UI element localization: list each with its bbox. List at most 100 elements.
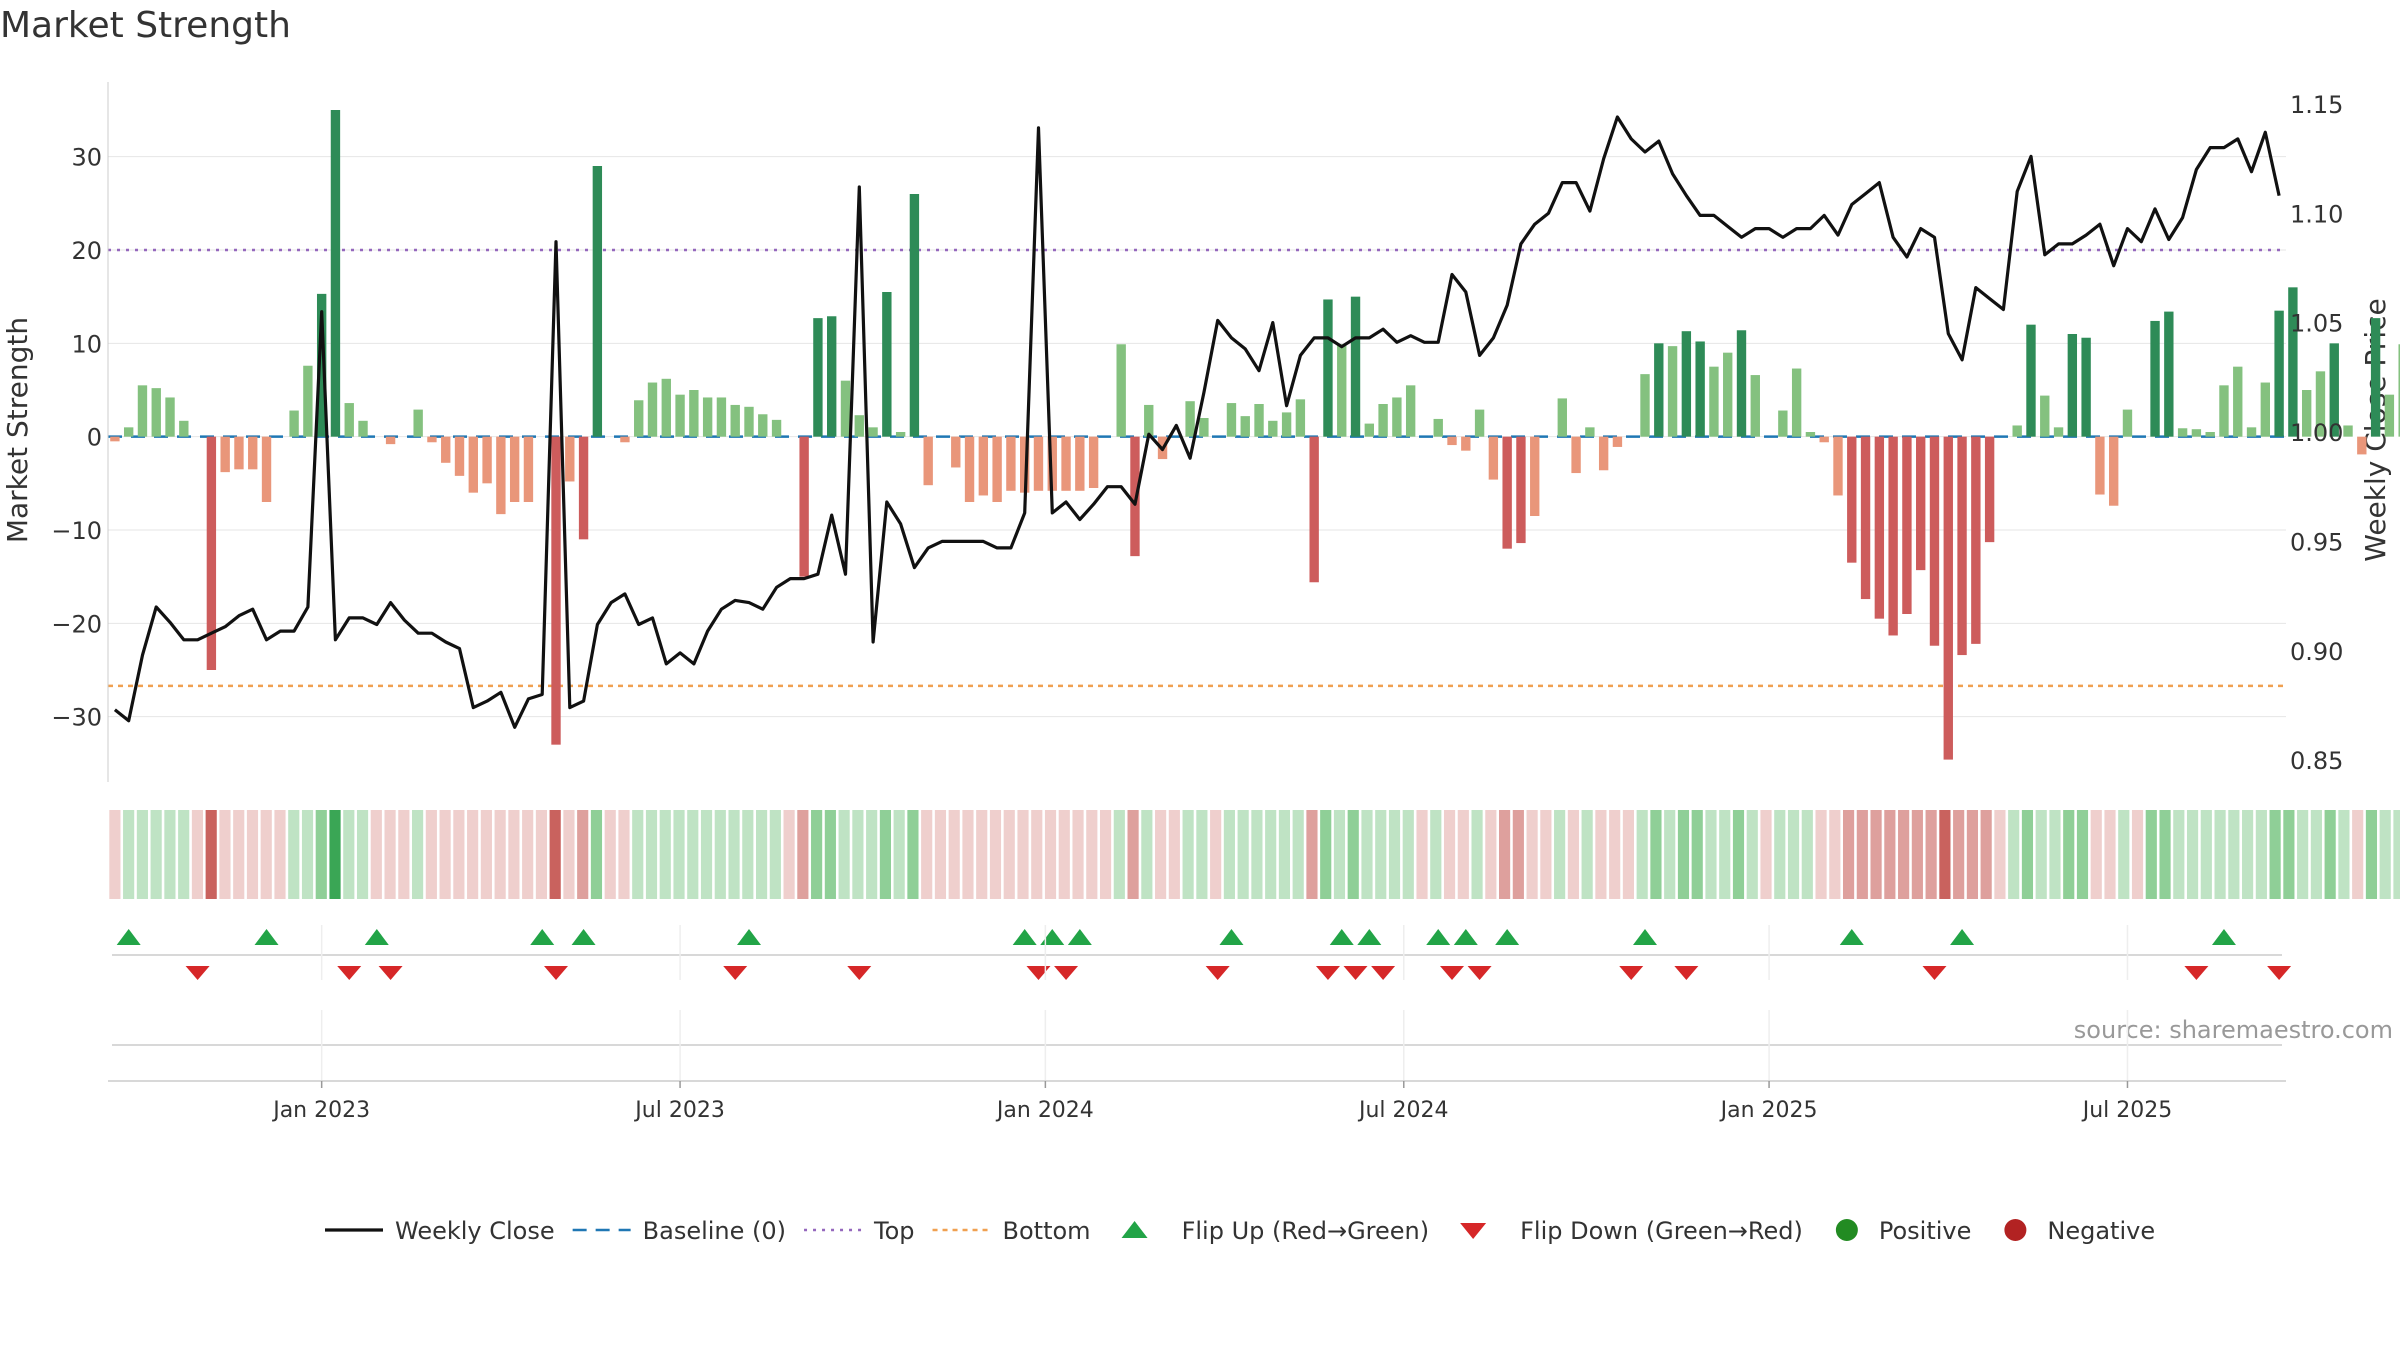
heat-cell	[453, 810, 465, 899]
strength-bar	[951, 436, 961, 468]
flip-down-marker	[1674, 966, 1699, 980]
heat-cell	[2393, 810, 2400, 899]
heat-cell	[1540, 810, 1552, 899]
strength-bar	[1695, 341, 1705, 437]
heat-cell	[948, 810, 960, 899]
strength-bar	[1723, 352, 1733, 437]
heat-cell	[522, 810, 534, 899]
strength-bar	[1254, 404, 1264, 437]
strength-bar	[179, 420, 189, 437]
heat-cell	[233, 810, 245, 899]
flip-down-marker	[378, 966, 403, 980]
flip-down-marker	[185, 966, 210, 980]
legend-label-baseline: Baseline (0)	[643, 1217, 786, 1245]
heat-cell	[1292, 810, 1304, 899]
legend-label-flip-down: Flip Down (Green→Red)	[1520, 1217, 1803, 1245]
heat-cell	[618, 810, 630, 899]
strength-bar	[661, 378, 671, 437]
strength-bar	[1281, 412, 1292, 437]
heat-cell	[1072, 810, 1084, 899]
strength-bar	[2233, 366, 2243, 437]
heat-cell	[687, 810, 699, 899]
heat-cell	[1031, 810, 1043, 899]
y-tick-label-left: 30	[71, 144, 102, 172]
heat-cell	[934, 810, 947, 899]
heat-cell	[1223, 810, 1235, 899]
heat-cell	[1760, 810, 1772, 899]
strength-bar	[992, 436, 1002, 502]
strength-bar	[1047, 436, 1057, 491]
heat-cell	[2008, 810, 2020, 899]
heat-cell	[811, 810, 823, 899]
strength-bar	[1750, 375, 1760, 437]
heat-cell	[1485, 810, 1497, 899]
strength-bar	[2164, 311, 2174, 437]
strength-bar	[1598, 436, 1609, 471]
y-tick-label-right: 1.15	[2290, 91, 2343, 119]
heat-cell	[1251, 810, 1263, 899]
heat-cell	[783, 810, 795, 899]
flip-down-marker	[1026, 966, 1051, 980]
strength-bar	[1888, 436, 1898, 636]
flip-up-marker	[1067, 929, 1092, 945]
strength-bar	[1612, 436, 1623, 447]
flip-up-marker	[254, 929, 279, 945]
heat-cell	[1443, 810, 1456, 899]
y-tick-label-right: 1.00	[2290, 419, 2343, 447]
price-line-layer	[113, 115, 2281, 729]
strength-bar	[137, 385, 148, 437]
strength-bar	[1585, 427, 1595, 437]
strength-bar	[330, 110, 341, 437]
heat-cell	[1581, 810, 1593, 899]
strength-bar	[1185, 401, 1195, 437]
strength-bar	[2384, 394, 2395, 437]
strength-bar	[1447, 436, 1457, 446]
strength-bar	[1392, 397, 1402, 437]
strength-bar	[882, 292, 892, 437]
y-tick-label-right: 1.10	[2290, 200, 2343, 228]
strength-bar	[151, 388, 161, 437]
strength-bar	[2205, 432, 2215, 437]
heat-cell	[2118, 810, 2130, 899]
flip-down-marker	[1205, 966, 1230, 980]
flip-up-marker	[116, 929, 141, 945]
legend-label-weekly-close: Weekly Close	[395, 1217, 555, 1245]
strength-bar	[344, 403, 354, 437]
heat-cell	[1554, 810, 1566, 899]
heat-cell	[921, 810, 933, 899]
heat-cell	[1994, 810, 2006, 899]
strength-bar	[854, 415, 864, 437]
strength-bar	[840, 380, 851, 437]
lower-panel: Jan 2023 Jul 2023 Jan 2024 Jul 2024 Jan 2025…	[108, 925, 2286, 1123]
legend-label-bottom: Bottom	[1003, 1217, 1091, 1245]
strength-heat-strip	[109, 810, 2400, 899]
strength-bar	[1874, 436, 1885, 619]
heat-cell	[1595, 810, 1607, 899]
heat-cell	[1512, 810, 1524, 899]
heat-cell	[1471, 810, 1483, 899]
flip-down-marker	[1054, 966, 1079, 980]
heat-cell	[1622, 810, 1635, 899]
flip-up-marker	[1633, 929, 1658, 945]
heat-cell	[508, 810, 520, 899]
strength-bar	[303, 365, 313, 437]
strength-bar	[1929, 436, 1940, 646]
strength-bar	[2095, 436, 2105, 495]
axes-layer: 30 20 10 0 −10 −20 −30 1.15 1.10 1.05 1.00 0.95 0.90…	[51, 82, 2343, 782]
flip-markers	[112, 929, 2292, 980]
strength-bar	[413, 409, 423, 437]
strength-bar	[2012, 425, 2022, 437]
heat-cell	[1333, 810, 1346, 899]
heat-cell	[535, 810, 548, 899]
heat-cell	[2338, 810, 2350, 899]
strength-bar	[730, 404, 740, 437]
heat-cell	[1691, 810, 1703, 899]
heat-cell	[1017, 810, 1029, 899]
heat-cell	[2200, 810, 2212, 899]
heat-cell	[412, 810, 424, 899]
heat-cell	[1402, 810, 1414, 899]
flip-down-marker	[2184, 966, 2209, 980]
heat-cell	[329, 810, 341, 899]
source-attribution: source: sharemaestro.com	[2074, 1016, 2393, 1044]
heat-cell	[962, 810, 974, 899]
